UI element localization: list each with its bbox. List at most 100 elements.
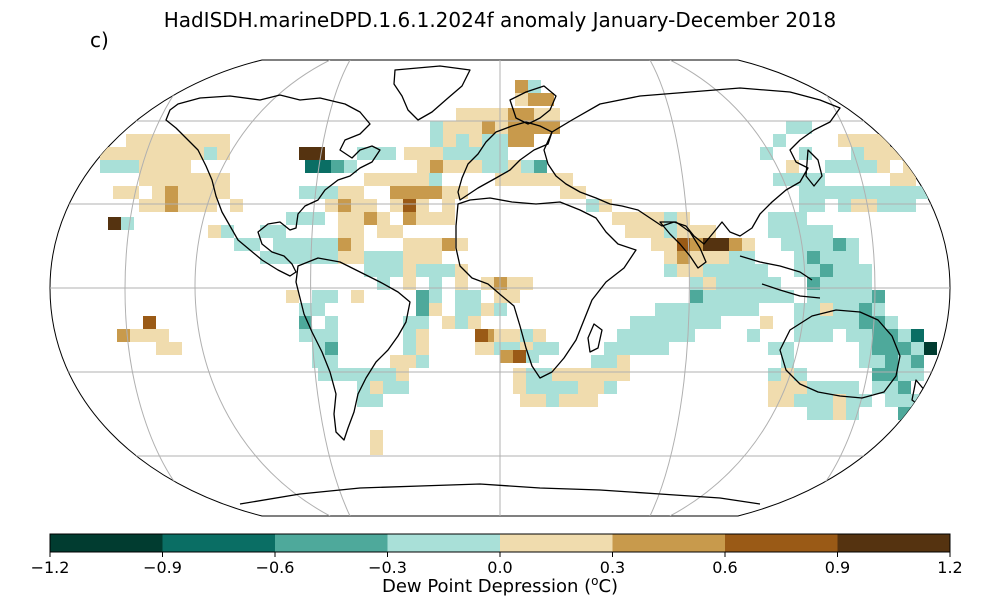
anomaly-cell bbox=[299, 303, 312, 316]
anomaly-cell bbox=[799, 173, 812, 186]
anomaly-cell bbox=[578, 368, 591, 381]
anomaly-cell bbox=[768, 394, 781, 407]
anomaly-cell bbox=[742, 290, 755, 303]
anomaly-cell bbox=[165, 147, 178, 160]
anomaly-cell bbox=[442, 199, 455, 212]
anomaly-cell bbox=[113, 186, 126, 199]
anomaly-cell bbox=[864, 160, 877, 173]
anomaly-cell bbox=[325, 290, 338, 303]
anomaly-cell bbox=[178, 134, 191, 147]
anomaly-cell bbox=[351, 238, 364, 251]
anomaly-cell bbox=[344, 368, 357, 381]
anomaly-cell bbox=[703, 290, 716, 303]
anomaly-cell bbox=[126, 160, 139, 173]
anomaly-cell bbox=[325, 329, 338, 342]
anomaly-cell bbox=[591, 381, 604, 394]
anomaly-cell bbox=[468, 303, 481, 316]
anomaly-cell bbox=[846, 238, 859, 251]
anomaly-cell bbox=[165, 134, 178, 147]
anomaly-cell bbox=[617, 342, 630, 355]
anomaly-cell bbox=[312, 303, 325, 316]
anomaly-cell bbox=[403, 264, 416, 277]
anomaly-cell bbox=[456, 121, 469, 134]
anomaly-cell bbox=[864, 134, 877, 147]
anomaly-cell bbox=[152, 134, 165, 147]
anomaly-cell bbox=[351, 251, 364, 264]
anomaly-cell bbox=[846, 381, 859, 394]
anomaly-cell bbox=[703, 225, 716, 238]
anomaly-cell bbox=[338, 251, 351, 264]
anomaly-cell bbox=[139, 160, 152, 173]
anomaly-cell bbox=[377, 264, 390, 277]
anomaly-cell bbox=[547, 121, 560, 134]
anomaly-cell bbox=[586, 199, 599, 212]
anomaly-cell bbox=[864, 199, 877, 212]
anomaly-cell bbox=[877, 199, 890, 212]
anomaly-cell bbox=[656, 316, 669, 329]
anomaly-cell bbox=[617, 368, 630, 381]
anomaly-cell bbox=[312, 290, 325, 303]
colorbar-tick-label: 0.0 bbox=[487, 558, 512, 577]
anomaly-cell bbox=[217, 186, 230, 199]
anomaly-cell bbox=[820, 290, 833, 303]
anomaly-cell bbox=[720, 303, 733, 316]
anomaly-cell bbox=[547, 108, 560, 121]
anomaly-cell bbox=[429, 212, 442, 225]
anomaly-cell bbox=[204, 134, 217, 147]
anomaly-cell bbox=[664, 251, 677, 264]
anomaly-cell bbox=[139, 199, 152, 212]
anomaly-cell bbox=[681, 303, 694, 316]
anomaly-cell bbox=[513, 350, 526, 363]
anomaly-cell bbox=[877, 147, 890, 160]
anomaly-cell bbox=[325, 355, 338, 368]
anomaly-cell bbox=[786, 173, 799, 186]
anomaly-cell bbox=[403, 329, 416, 342]
anomaly-cell bbox=[318, 368, 331, 381]
anomaly-cell bbox=[864, 147, 877, 160]
anomaly-cell bbox=[807, 329, 820, 342]
anomaly-cell bbox=[351, 199, 364, 212]
anomaly-cell bbox=[126, 186, 139, 199]
anomaly-cell bbox=[507, 329, 520, 342]
anomaly-cell bbox=[872, 381, 885, 394]
anomaly-cell bbox=[846, 264, 859, 277]
anomaly-cell bbox=[708, 316, 721, 329]
anomaly-cell bbox=[820, 329, 833, 342]
anomaly-cell bbox=[690, 251, 703, 264]
anomaly-cell bbox=[526, 381, 539, 394]
anomaly-cell bbox=[325, 342, 338, 355]
anomaly-cell bbox=[669, 316, 682, 329]
anomaly-cell bbox=[338, 212, 351, 225]
anomaly-cell bbox=[370, 430, 383, 443]
anomaly-cell bbox=[552, 381, 565, 394]
anomaly-cell bbox=[890, 199, 903, 212]
anomaly-cell bbox=[643, 316, 656, 329]
anomaly-cell bbox=[396, 368, 409, 381]
anomaly-cell bbox=[165, 160, 178, 173]
anomaly-cell bbox=[825, 186, 838, 199]
anomaly-cell bbox=[820, 407, 833, 420]
anomaly-cell bbox=[108, 217, 121, 230]
anomaly-cell bbox=[370, 381, 383, 394]
anomaly-cell bbox=[152, 160, 165, 173]
anomaly-cell bbox=[178, 160, 191, 173]
anomaly-cell bbox=[442, 212, 455, 225]
anomaly-cell bbox=[429, 277, 442, 290]
colorbar-segment bbox=[275, 534, 388, 552]
anomaly-cell bbox=[669, 329, 682, 342]
anomaly-cell bbox=[760, 316, 773, 329]
anomaly-cell bbox=[755, 277, 768, 290]
anomaly-cell bbox=[703, 277, 716, 290]
colorbar-segment bbox=[837, 534, 951, 552]
anomaly-cell bbox=[729, 290, 742, 303]
anomaly-cell bbox=[651, 238, 664, 251]
anomaly-cell bbox=[859, 264, 872, 277]
anomaly-cell bbox=[481, 303, 494, 316]
anomaly-cell bbox=[625, 212, 638, 225]
anomaly-cell bbox=[807, 407, 820, 420]
anomaly-cell bbox=[846, 303, 859, 316]
anomaly-cell bbox=[247, 238, 260, 251]
anomaly-cell bbox=[443, 134, 456, 147]
anomaly-cell bbox=[820, 264, 833, 277]
anomaly-cell bbox=[139, 134, 152, 147]
